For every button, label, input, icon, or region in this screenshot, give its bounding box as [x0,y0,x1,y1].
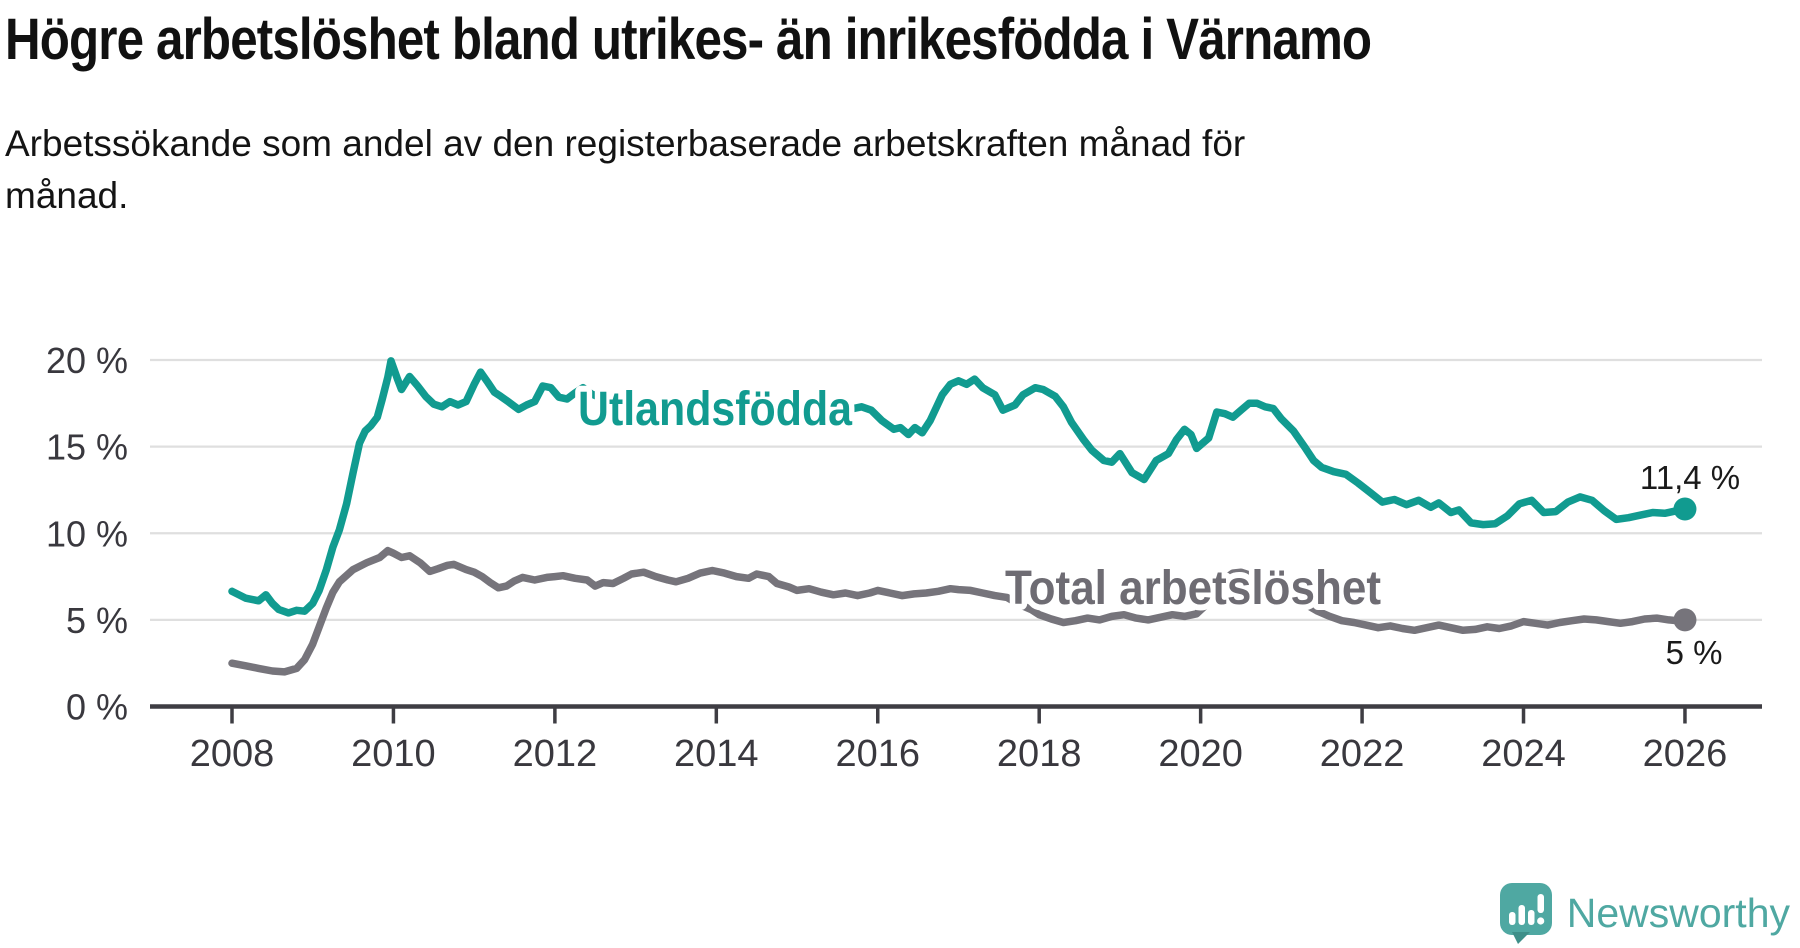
x-axis-label: 2020 [1158,733,1243,775]
series-end-dot [1673,497,1697,521]
logo-bar-3 [1527,910,1535,925]
x-axis-label: 2022 [1320,733,1405,775]
newsworthy-logo-text: Newsworthy [1566,889,1790,936]
y-axis-label: 0 % [66,687,128,728]
y-axis-label: 20 % [46,340,128,381]
series-end-value-label: 11,4 % [1640,459,1740,496]
logo-exclamation-bar [1537,894,1544,913]
newsworthy-logo: Newsworthy [1499,882,1790,944]
series-end-value-label: 5 % [1666,634,1723,671]
logo-bar-2 [1518,905,1525,925]
page-title: Högre arbetslöshet bland utrikes- än inr… [5,7,1372,72]
series-label: Utlandsfödda [578,383,852,436]
x-axis-label: 2016 [835,733,920,775]
logo-exclamation-dot [1536,917,1545,925]
newsworthy-logo-icon [1499,883,1552,944]
x-axis-label: 2014 [674,733,759,775]
subtitle-line-2: månad. [5,175,129,216]
x-axis-label: 2008 [190,733,275,775]
series-line-total [228,546,1689,676]
x-axis-label: 2026 [1643,733,1728,775]
y-axis-label: 15 % [46,427,128,468]
y-axis-label: 10 % [46,513,128,554]
series-label: Total arbetslöshet [1005,562,1381,615]
series-line-utlandsfodda [228,357,1689,617]
logo-bubble [1499,883,1552,935]
x-axis-label: 2012 [513,733,598,775]
x-axis-label: 2018 [997,733,1082,775]
series-end-dot [1673,608,1697,632]
logo-bubble-tail [1511,932,1530,944]
x-axis-label: 2010 [351,733,436,775]
x-axis-label: 2024 [1481,733,1566,775]
chart-subtitle: Arbetssökande som andel av den registerb… [5,118,1245,222]
y-axis-label: 5 % [66,600,128,641]
logo-bar-1 [1508,912,1516,925]
subtitle-line-1: Arbetssökande som andel av den registerb… [5,123,1246,164]
